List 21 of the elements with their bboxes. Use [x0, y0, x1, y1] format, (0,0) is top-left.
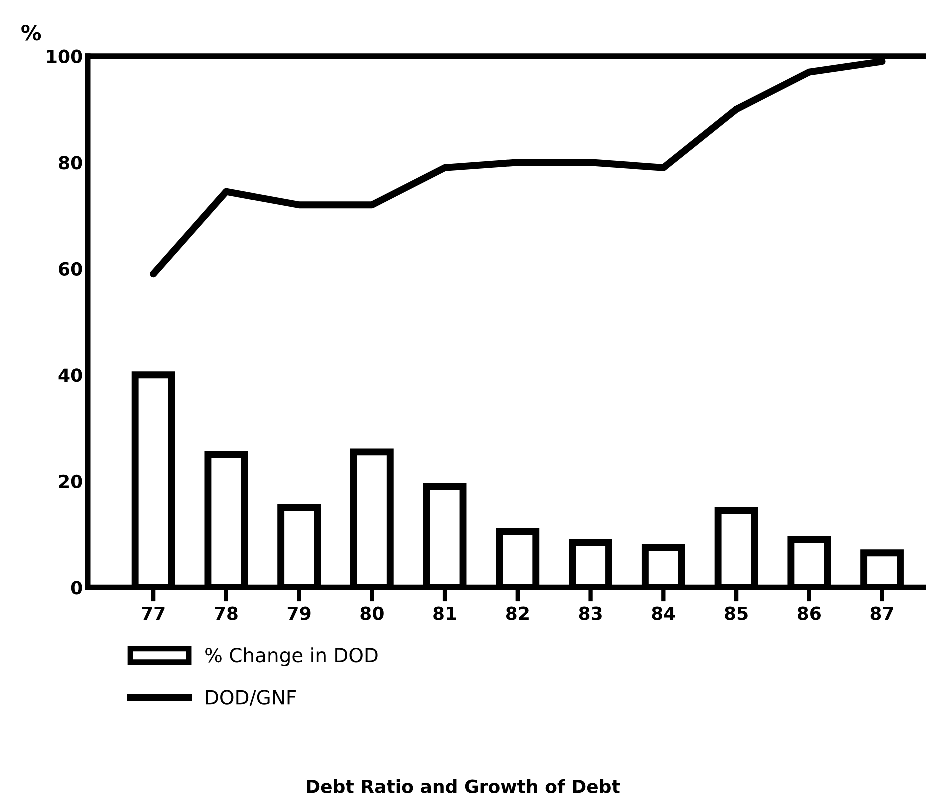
y-tick-label: 0: [71, 581, 82, 595]
y-tick-label: 20: [59, 474, 82, 489]
y-tick-label: 80: [59, 156, 82, 170]
x-tick-label: 83: [579, 606, 602, 620]
x-tick-label: 77: [142, 606, 165, 620]
x-tick-label: 86: [798, 606, 821, 620]
x-tick-label: 80: [360, 606, 384, 620]
legend-label: % Change in DOD: [206, 648, 378, 666]
x-tick-label: 87: [870, 606, 894, 620]
legend-label: DOD/GNF: [206, 690, 296, 706]
x-tick-label: 82: [506, 606, 529, 620]
x-tick-label: 79: [288, 606, 311, 620]
x-tick-label: 85: [725, 606, 748, 620]
x-tick-label: 81: [434, 606, 456, 620]
y-tick-label: 40: [58, 368, 82, 382]
x-tick-label: 78: [215, 606, 238, 620]
text: Debt Ratio and Growth of Debt: [307, 779, 620, 794]
y-tick-label: 100: [47, 50, 82, 64]
y-tick-label: 60: [59, 262, 82, 276]
y-axis-title: %: [22, 24, 42, 41]
x-tick-label: 84: [652, 606, 676, 620]
